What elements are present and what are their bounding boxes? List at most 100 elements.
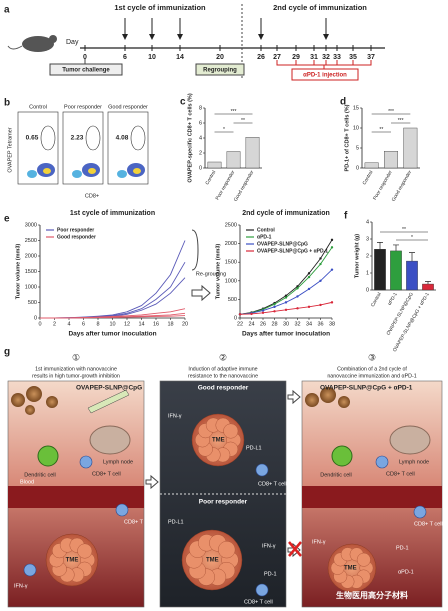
error-bar (409, 252, 415, 262)
step-number: ① (72, 352, 80, 362)
series-line (40, 315, 186, 319)
flow-y-label: OVAPEP Tetramer (7, 127, 13, 172)
panel-label: c (180, 97, 186, 108)
nanoparticle (11, 393, 25, 407)
x-tick-label: 22 (237, 321, 243, 327)
series-point (284, 294, 288, 297)
series-line (239, 269, 333, 315)
series-point (273, 303, 276, 306)
y-tick-label: 0 (234, 315, 237, 321)
series-point (330, 238, 334, 242)
y-tick-label: 5 (356, 145, 359, 151)
illustration-label: Lymph node (399, 459, 429, 465)
illustration-label: CD8+ T cell (92, 471, 121, 477)
flow-value: 0.65 (26, 135, 39, 142)
flow-title: Good responder (108, 104, 148, 110)
y-tick-label: 1500 (225, 260, 237, 266)
series-point (330, 246, 334, 249)
significance-label: ** (241, 118, 245, 124)
lymph-node (89, 425, 131, 455)
tumor-cell (77, 543, 93, 559)
y-tick-label: 10 (353, 125, 359, 131)
y-tick-label: 1 (366, 270, 369, 276)
flow-title: Control (29, 104, 47, 110)
step-number: ② (219, 352, 227, 362)
series-line (40, 261, 186, 319)
y-tick-label: 1500 (25, 269, 37, 275)
y-tick-label: 500 (228, 297, 237, 303)
y-tick-label: 15 (353, 105, 359, 111)
y-tick-label: 2000 (225, 241, 237, 247)
illustration-label: CD8+ T cell (244, 599, 273, 605)
flow-cloud (117, 170, 127, 178)
y-axis-label: Tumor weight (g) (354, 234, 360, 278)
significance-label: * (411, 235, 413, 241)
panel-label: a (4, 5, 10, 16)
x-tick-label: 18 (167, 321, 173, 327)
blood-vessel (8, 486, 144, 508)
arrow-head (149, 34, 155, 40)
x-tick-label: 0 (38, 321, 41, 327)
error-bar (393, 244, 399, 251)
series-point (284, 296, 288, 299)
x-tick-label: 30 (283, 321, 289, 327)
flow-value: 4.08 (116, 135, 129, 142)
panel-label: e (4, 214, 10, 225)
y-tick-label: 0 (199, 165, 202, 171)
day-label: 31 (310, 54, 318, 61)
step-text: nanovaccine immunization and αPD-1 (327, 373, 416, 379)
illustration-label: IFN-γ (14, 583, 28, 589)
x-tick-label: 20 (182, 321, 188, 327)
legend-label: Poor responder (57, 227, 94, 233)
flow-arrow (287, 389, 301, 405)
illustration-label: Dendritic cell (320, 472, 351, 478)
x-tick-label: 6 (82, 321, 85, 327)
day-label: 29 (292, 54, 300, 61)
axis (239, 225, 332, 319)
illustration-label: TME (212, 438, 225, 444)
series-point (296, 307, 299, 310)
y-tick-label: 2500 (25, 238, 37, 244)
x-tick-label: 26 (260, 321, 266, 327)
legend-label: Good responder (57, 234, 96, 240)
event-box (195, 63, 245, 76)
illustration-label: Blood (20, 479, 34, 485)
series-point (307, 305, 311, 309)
flow-x-label: CD8+ (85, 193, 99, 199)
illustration-label: Good responder (198, 385, 249, 392)
illustration-label: Poor responder (199, 499, 248, 506)
day-label: 37 (367, 54, 375, 61)
significance-label: ** (402, 227, 406, 233)
bar (403, 127, 418, 169)
series-point (307, 272, 311, 275)
y-axis-label: Tumor volume (mm3) (15, 244, 21, 300)
y-tick-label: 0 (34, 315, 37, 321)
x-tick-label: 10 (109, 321, 115, 327)
series-point (284, 308, 288, 312)
y-tick-label: 3000 (25, 222, 37, 228)
arrow-head (122, 34, 128, 40)
series-point (261, 311, 265, 314)
bar (245, 137, 260, 169)
nanoparticle (305, 393, 319, 407)
panel-label: b (4, 98, 10, 109)
x-tick-label: Poor responder (372, 169, 394, 201)
tcell (375, 455, 389, 469)
error-bar (377, 242, 383, 250)
significance-label: ** (379, 127, 383, 133)
legend-label: OVAPEP-SLNP@CpG + αPD-1 (257, 248, 328, 254)
mouse-icon (7, 35, 57, 52)
flow-cloud (43, 168, 51, 174)
y-tick-label: 2500 (225, 222, 237, 228)
series-point (319, 262, 322, 266)
significance-label: *** (231, 109, 237, 115)
illustration-label: OVAPEP-SLNP@CpG (76, 385, 142, 392)
bar (207, 161, 222, 169)
illustration-label: PD-L1 (168, 519, 184, 525)
significance-label: * (223, 127, 225, 133)
x-tick-label: 24 (248, 321, 254, 327)
legend-label: OVAPEP-SLNP@CpG (257, 241, 308, 247)
nanoparticle (25, 405, 35, 415)
y-tick-label: 8 (199, 105, 202, 111)
series-point (307, 287, 311, 291)
